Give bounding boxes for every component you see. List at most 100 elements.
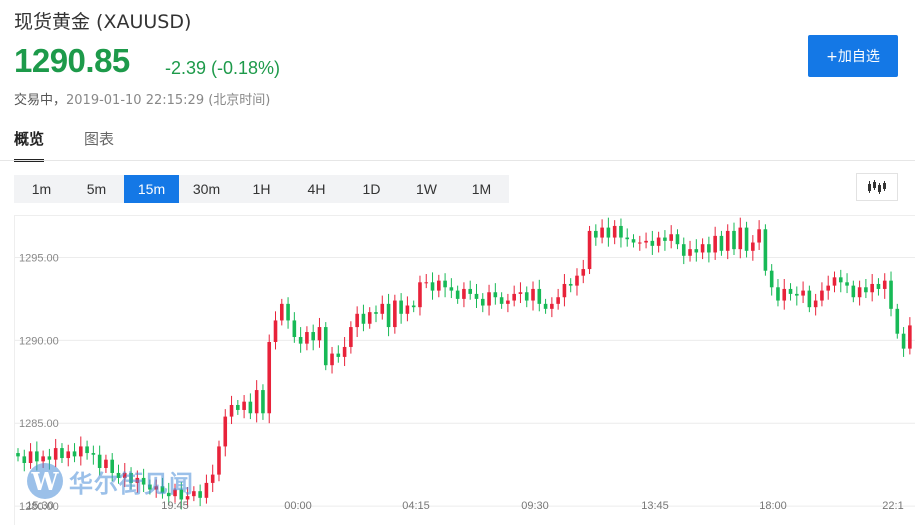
period-1mo[interactable]: 1M <box>471 181 492 197</box>
candle <box>455 290 460 299</box>
candle <box>122 472 127 478</box>
candle <box>97 454 102 468</box>
candle <box>876 283 881 289</box>
candle <box>637 242 642 244</box>
candle <box>506 300 510 304</box>
candle <box>838 277 843 283</box>
candle <box>882 280 887 289</box>
candle <box>393 300 397 328</box>
candle <box>298 337 303 344</box>
candle <box>820 290 824 301</box>
tab-overview[interactable]: 概览 <box>14 128 45 162</box>
candle <box>449 287 454 291</box>
candle <box>801 290 805 296</box>
candle <box>807 290 812 308</box>
candle <box>148 484 152 490</box>
x-tick-label: 22:1 <box>882 500 903 512</box>
candle <box>908 325 912 349</box>
candle <box>600 227 604 238</box>
candle <box>531 288 535 301</box>
period-5m[interactable]: 5m <box>86 181 107 197</box>
candle <box>543 303 548 309</box>
candle <box>242 401 246 410</box>
x-tick-label: 04:15 <box>402 500 430 512</box>
current-price: 1290.85 <box>14 42 130 79</box>
candle <box>776 287 780 301</box>
candle <box>179 489 184 500</box>
candle <box>524 292 529 301</box>
trading-status: 交易中，2019-01-10 22:15:29 (北京时间) <box>14 89 270 108</box>
candle <box>141 477 146 485</box>
period-30m[interactable]: 30m <box>192 181 221 197</box>
candle <box>424 282 429 284</box>
candle <box>845 282 849 286</box>
page-title: 现货黄金 (XAUUSD) <box>14 11 192 33</box>
candle <box>700 244 705 253</box>
candle <box>606 227 611 238</box>
period-1m[interactable]: 1m <box>31 181 52 197</box>
candle <box>688 249 692 256</box>
candle <box>851 285 856 298</box>
candle <box>223 416 228 447</box>
x-tick-label: 09:30 <box>521 500 549 512</box>
candle <box>769 270 774 288</box>
candle <box>355 313 359 328</box>
candle <box>895 308 900 334</box>
period-4h[interactable]: 4H <box>307 181 326 197</box>
candle <box>22 456 27 464</box>
candle <box>719 235 724 251</box>
candle <box>28 451 33 464</box>
candlestick-icon <box>868 180 886 194</box>
candle <box>60 448 64 459</box>
candle <box>675 234 680 245</box>
candle <box>732 230 736 250</box>
add-to-watchlist-button[interactable]: +加自选 <box>808 35 898 77</box>
candle <box>650 240 655 246</box>
chart-type-button[interactable] <box>856 173 898 201</box>
y-tick-label: 1295.00 <box>19 252 59 264</box>
y-tick-label: 1290.00 <box>19 335 59 347</box>
candle <box>173 489 177 497</box>
candle <box>198 491 202 498</box>
candle <box>795 293 799 296</box>
candle <box>619 225 623 238</box>
tab-bar: 概览 图表 <box>14 128 154 162</box>
candle <box>669 234 673 241</box>
period-1h[interactable]: 1H <box>252 181 271 197</box>
candle <box>104 459 108 468</box>
candle <box>91 453 96 455</box>
candle <box>185 496 190 500</box>
candle <box>625 237 630 240</box>
candle <box>66 451 71 459</box>
period-1w[interactable]: 1W <box>416 181 437 197</box>
candle <box>587 230 592 270</box>
candle <box>336 353 341 357</box>
status-label: 交易中， <box>14 93 67 108</box>
candle <box>499 297 504 304</box>
period-selector: 1m 5m 15m 30m 1H 4H 1D 1W 1M <box>14 175 509 203</box>
y-tick-label: 1280.00 <box>19 501 59 513</box>
candle <box>631 239 636 243</box>
candle <box>35 451 39 462</box>
candle <box>129 472 133 483</box>
period-15m[interactable]: 15m <box>124 175 179 203</box>
x-tick-label: 15:30 <box>26 500 54 512</box>
x-tick-label: 00:00 <box>284 500 312 512</box>
candle <box>443 280 447 288</box>
candle <box>870 283 874 293</box>
candle <box>16 453 20 457</box>
candle <box>480 298 485 306</box>
candle <box>166 492 171 497</box>
candle <box>261 390 265 414</box>
candle <box>229 404 234 417</box>
period-1d[interactable]: 1D <box>362 181 381 197</box>
candle <box>707 244 711 253</box>
candle <box>512 293 516 301</box>
candle <box>210 474 215 483</box>
tabs-divider <box>0 160 915 161</box>
candle <box>286 303 290 321</box>
tab-chart[interactable]: 图表 <box>84 130 115 148</box>
candle <box>832 277 837 286</box>
candle <box>562 283 567 298</box>
x-tick-label: 18:00 <box>759 500 787 512</box>
